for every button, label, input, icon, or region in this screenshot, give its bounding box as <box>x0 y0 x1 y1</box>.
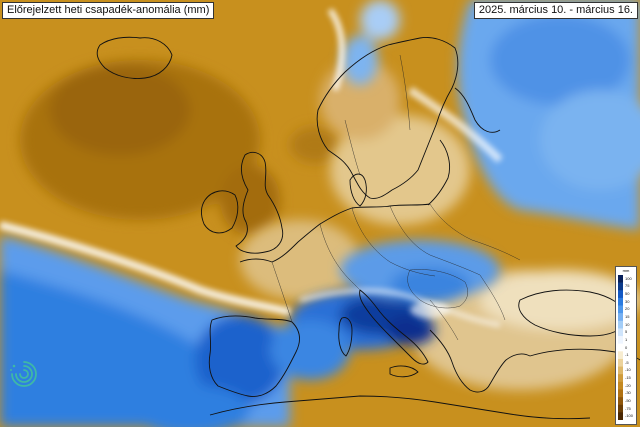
legend-tick-label: 30 <box>625 298 630 304</box>
legend-swatch <box>618 404 623 413</box>
legend-tick-label: -50 <box>625 397 631 403</box>
italy-coastline <box>359 289 429 365</box>
legend-tick-label: 20 <box>625 306 630 312</box>
legend-tick-label: -75 <box>625 405 631 411</box>
legend-tick-label: -30 <box>625 390 631 396</box>
legend-tick-label: 75 <box>625 283 630 289</box>
legend-swatch <box>618 297 623 306</box>
date-range-label: 2025. március 10. - március 16. <box>473 2 638 19</box>
very-dry-zones <box>20 60 340 235</box>
legend-tick-label: -15 <box>625 375 631 380</box>
legend-tick-label: 15 <box>625 314 630 319</box>
legend-tick-label: 50 <box>625 291 630 297</box>
legend-swatch <box>618 290 623 299</box>
north-africa-coastline <box>209 395 591 420</box>
legend-swatch <box>618 366 623 375</box>
legend-swatch <box>618 343 623 352</box>
iceland-coastline <box>96 36 173 79</box>
legend-tick-label: -1 <box>625 352 629 358</box>
swirl-logo-icon <box>10 361 37 387</box>
legend-unit-label: mm <box>622 268 630 273</box>
legend-tick-label: -100 <box>625 413 634 419</box>
balkans-coastline <box>429 329 531 393</box>
great-britain-coastline <box>235 151 284 254</box>
iberia-coastline <box>208 315 300 397</box>
sardinia-coastline <box>338 317 353 357</box>
legend-swatch <box>618 351 623 360</box>
country-borders <box>271 54 521 341</box>
legend-tick-label: 5 <box>625 329 628 335</box>
color-legend: mm 100 75 50 30 20 15 10 5 1 0 -1 -5 -10 -15 -20 -30 -50… <box>615 266 637 425</box>
legend-swatch <box>618 358 623 367</box>
scandinavia-coastline <box>316 37 459 199</box>
sicily-coastline <box>389 365 419 378</box>
ireland-coastline <box>201 190 239 234</box>
legend-swatch <box>618 397 623 406</box>
legend-swatch <box>618 328 623 337</box>
legend-swatch <box>618 412 623 420</box>
legend-swatch <box>618 336 623 344</box>
legend-tick-label: -10 <box>625 367 631 373</box>
legend-swatch <box>618 275 623 283</box>
legend-tick-label: -20 <box>625 382 631 388</box>
legend-swatch <box>618 305 623 314</box>
legend-tick-label: 10 <box>625 321 630 327</box>
legend-tick-label: 0 <box>625 344 628 350</box>
denmark-coastline <box>349 173 367 207</box>
baltic-coastline <box>427 87 501 206</box>
legend-swatch <box>618 389 623 398</box>
legend-color-bar <box>618 275 623 420</box>
legend-tick-label: 1 <box>625 336 628 342</box>
legend-swatch <box>618 381 623 390</box>
map-title: Előrejelzett heti csapadék-anomália (mm) <box>2 2 215 19</box>
legend-tick-label: -5 <box>625 359 629 365</box>
legend-swatch <box>618 282 623 291</box>
legend-swatch <box>618 374 623 383</box>
legend-tick-label: 100 <box>625 275 632 281</box>
legend-swatch <box>618 313 623 322</box>
legend-swatch <box>618 320 623 329</box>
